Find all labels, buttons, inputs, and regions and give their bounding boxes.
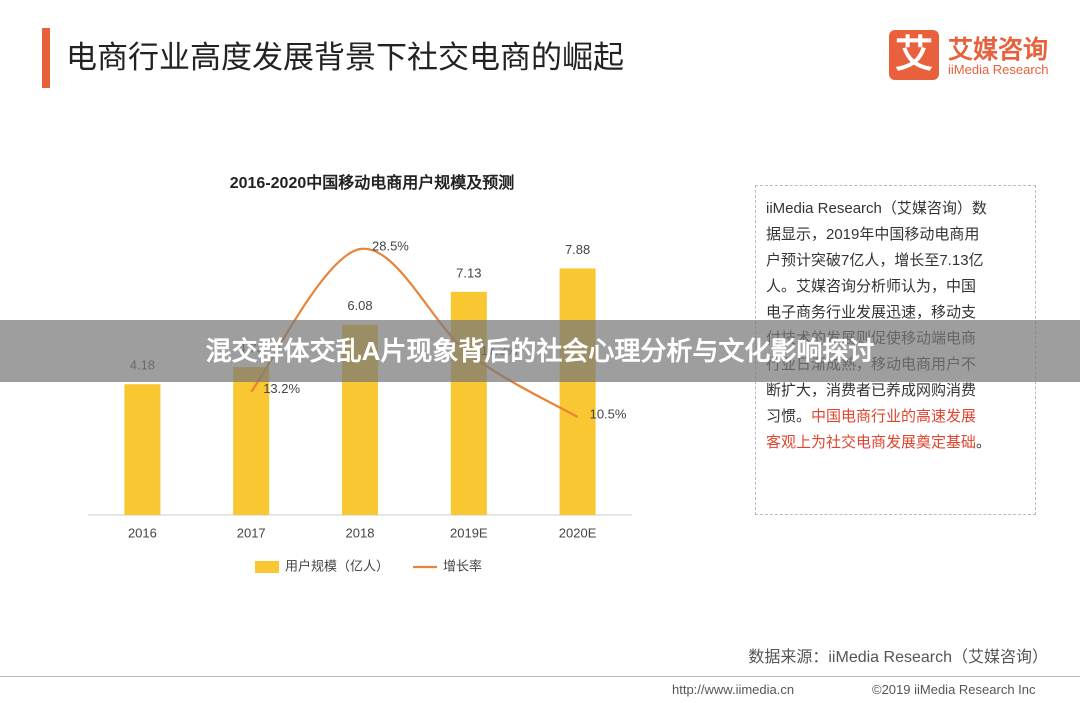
bar-value-label: 7.88: [565, 242, 590, 257]
x-tick-label: 2020E: [559, 525, 597, 540]
note-line: 人。艾媒咨询分析师认为，中国: [766, 274, 1035, 300]
note-line: 断扩大，消费者已养成网购消费: [766, 378, 1035, 404]
note-text: 据显示，2019年中国移动电商用: [766, 226, 980, 243]
line-value-label: 28.5%: [372, 238, 409, 253]
legend-label: 用户规模（亿人）: [285, 558, 389, 573]
note-text: 习惯。: [766, 408, 812, 425]
note-text: 断扩大，消费者已养成网购消费: [766, 382, 977, 399]
logo-sub: iiMedia Research: [948, 62, 1049, 77]
page-title: 电商行业高度发展背景下社交电商的崛起: [66, 40, 624, 75]
note-line: iiMedia Research（艾媒咨询）数: [766, 196, 1035, 222]
chart-title: 2016-2020中国移动电商用户规模及预测: [230, 173, 515, 192]
title-accent: [42, 28, 50, 88]
note-line: 客观上为社交电商发展奠定基础。: [766, 430, 1035, 456]
x-tick-label: 2016: [128, 525, 157, 540]
growth-line: [250, 247, 579, 418]
footer-copyright: ©2019 iiMedia Research Inc: [872, 682, 1036, 697]
banner: [0, 320, 1080, 382]
note-text: 中国电商行业的高速发展: [811, 408, 977, 425]
note-text: 。: [976, 434, 992, 451]
legend-swatch: [255, 561, 279, 573]
line-value-label: 10.5%: [590, 406, 627, 421]
logo-mark: 艾: [889, 30, 939, 80]
bar: [124, 384, 161, 515]
logo-name: 艾媒咨询: [948, 36, 1049, 64]
bar-value-label: 7.13: [456, 265, 481, 280]
note-line: 户预计突破7亿人，增长至7.13亿: [766, 248, 1035, 274]
bar: [559, 268, 596, 515]
note-text: 人。艾媒咨询分析师认为，中国: [766, 278, 977, 295]
note-text: 客观上为社交电商发展奠定基础: [766, 434, 977, 451]
x-tick-label: 2018: [346, 525, 375, 540]
note-line: 习惯。中国电商行业的高速发展: [766, 404, 1035, 430]
note-line: 电子商务行业发展迅速，移动支: [766, 300, 1035, 326]
note-text: 户预计突破7亿人，增长至7.13亿: [766, 252, 984, 269]
note-line: 据显示，2019年中国移动电商用: [766, 222, 1035, 248]
x-tick-label: 2019E: [450, 525, 488, 540]
note-text: 电子商务行业发展迅速，移动支: [766, 304, 977, 321]
source: 数据来源：iiMedia Research（艾媒咨询）: [748, 649, 1048, 666]
note-text: iiMedia Research（艾媒咨询）数: [766, 200, 987, 217]
line-value-label: 13.2%: [263, 381, 300, 396]
footer-rule: [0, 676, 1080, 677]
bar-value-label: 6.08: [347, 298, 372, 313]
legend-label: 增长率: [443, 558, 482, 573]
x-tick-label: 2017: [237, 525, 266, 540]
footer-url: http://www.iimedia.cn: [672, 682, 795, 697]
banner-text: 混交群体交乱A片现象背后的社会心理分析与文化影响探讨: [205, 336, 875, 366]
